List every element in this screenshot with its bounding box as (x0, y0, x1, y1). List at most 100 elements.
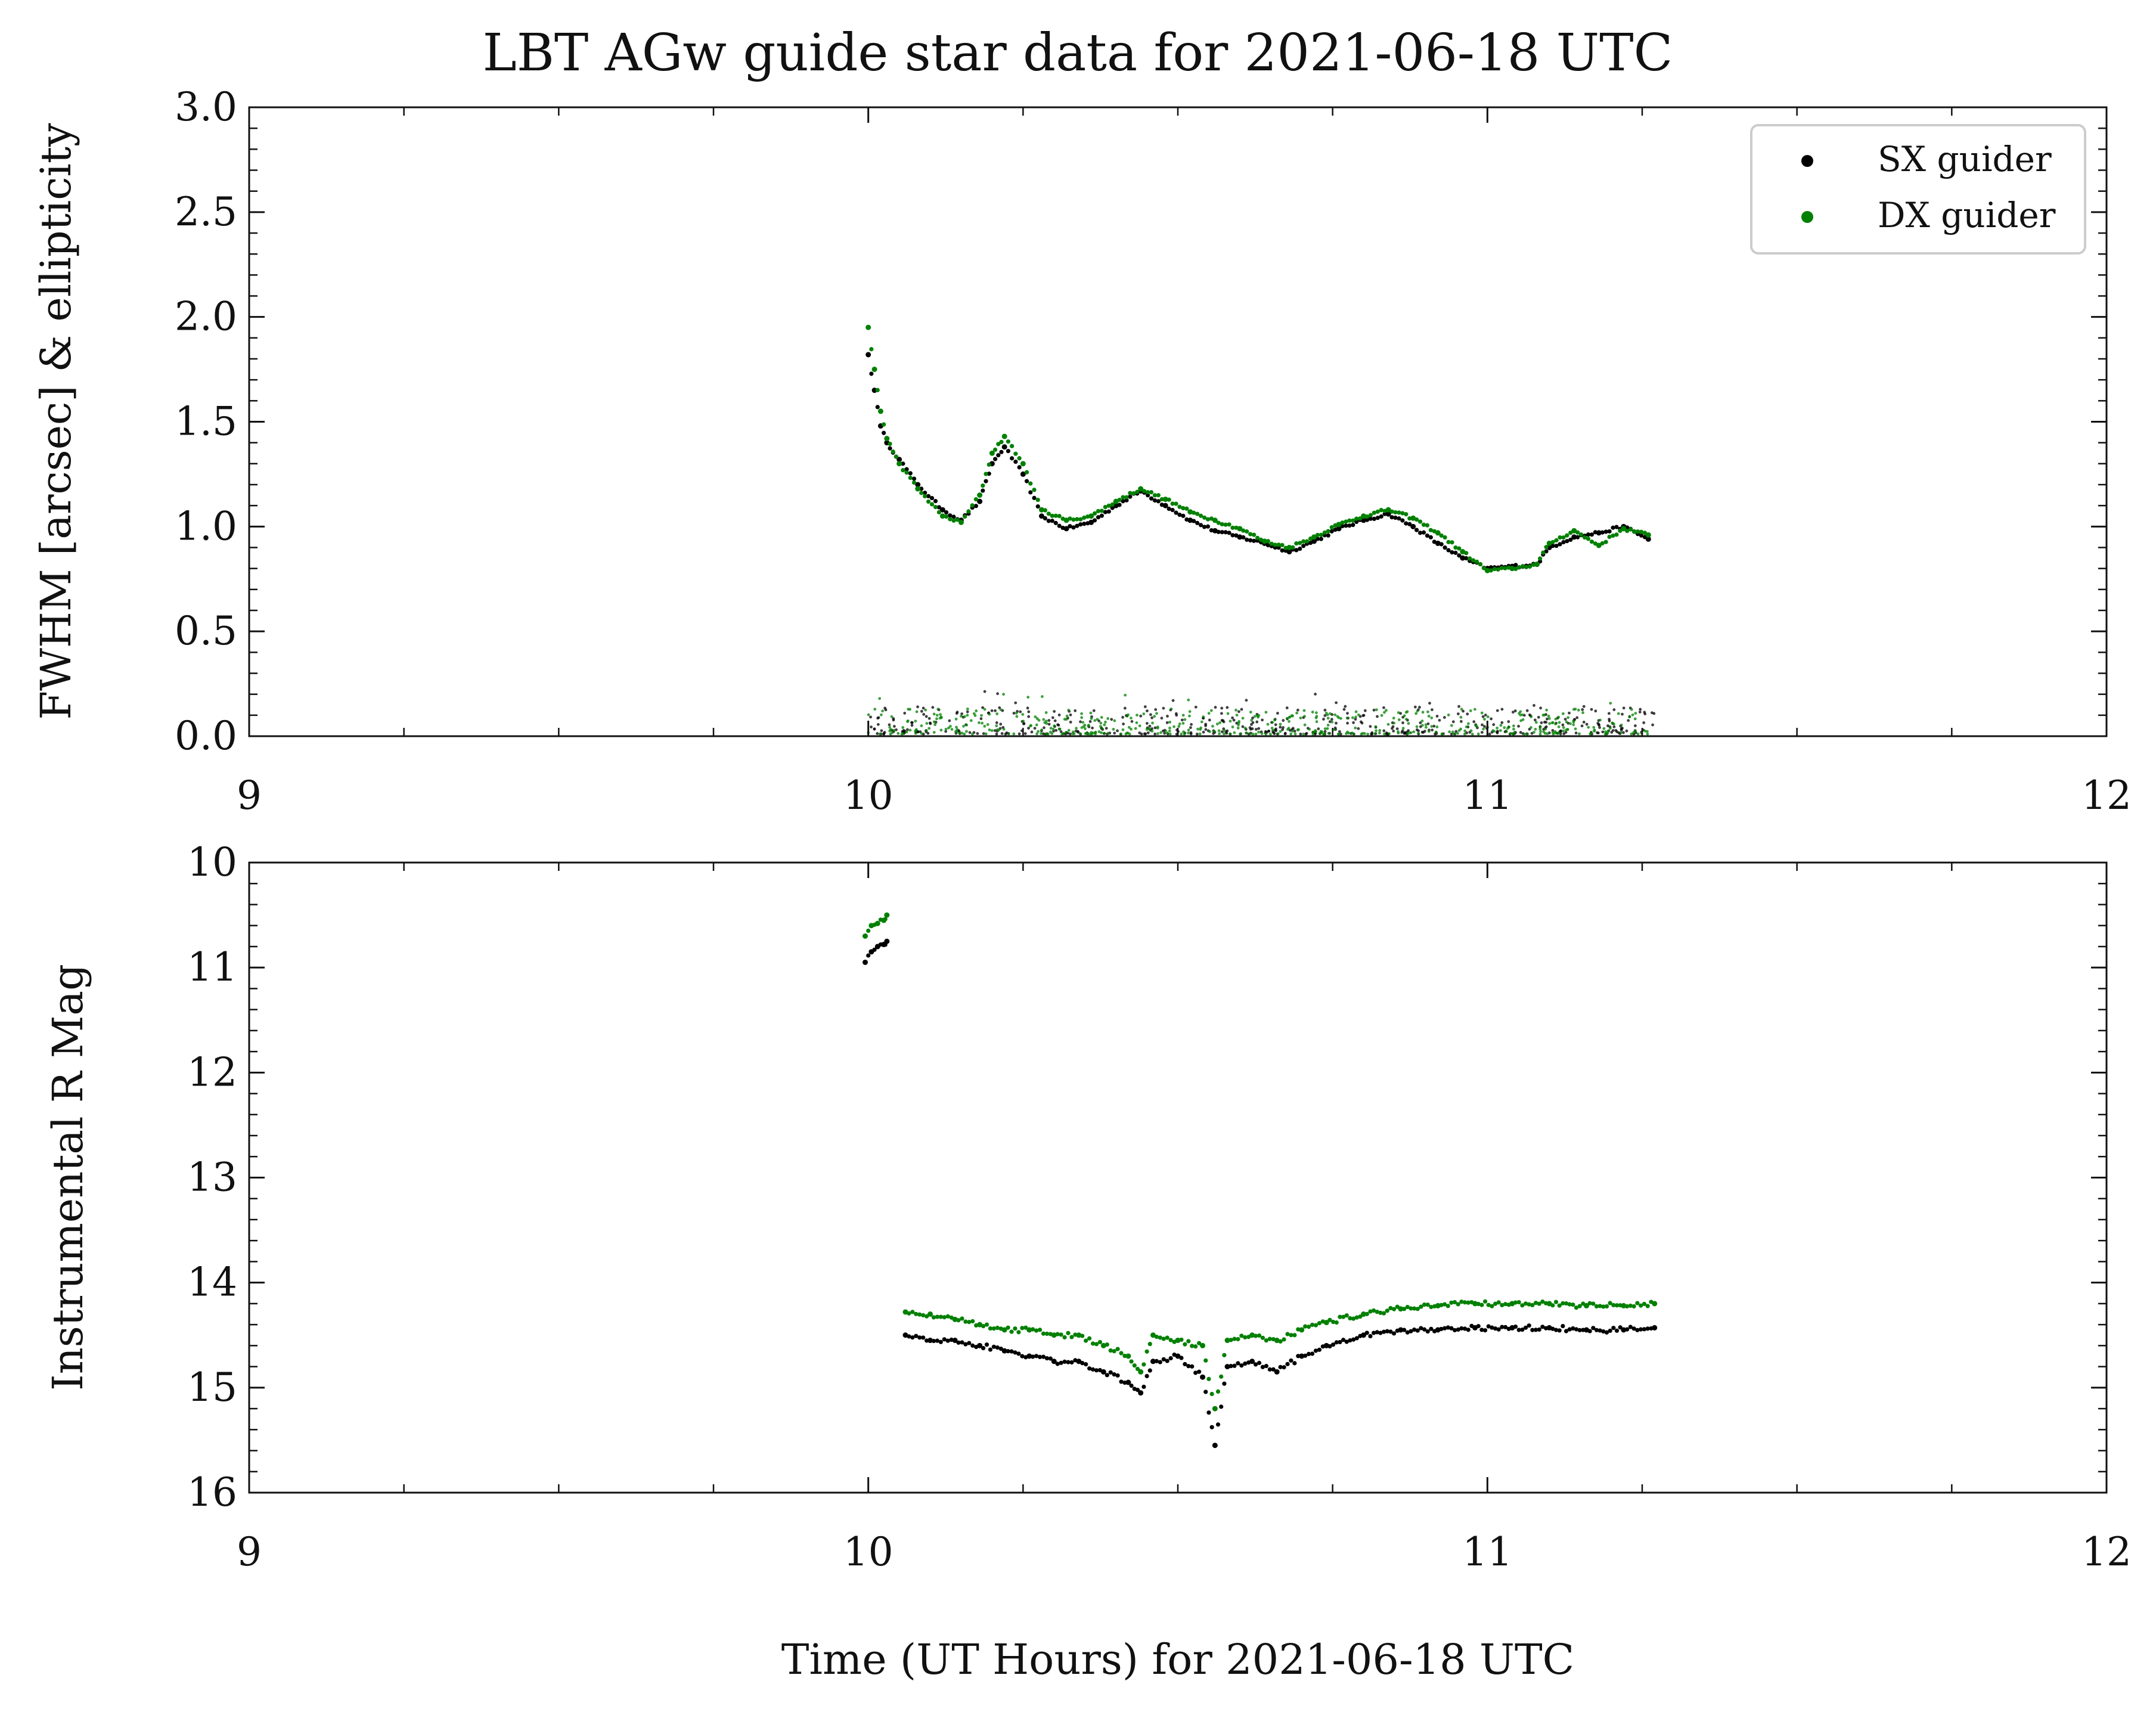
sx-data-point (1050, 519, 1054, 523)
dx-data-point (1156, 493, 1161, 498)
dx-data-point (1333, 523, 1338, 528)
sx-data-point (875, 405, 880, 410)
ellipticity-point (938, 717, 942, 720)
ellipticity-point (1592, 725, 1596, 729)
dx-data-point (884, 912, 890, 918)
dx-data-point (869, 347, 874, 352)
dx-data-point (973, 497, 978, 502)
sx-data-point (1212, 1443, 1218, 1449)
ellipticity-point (1127, 725, 1131, 729)
dx-data-point (878, 917, 883, 922)
sx-data-point (872, 947, 877, 952)
ellipticity-point (908, 708, 911, 711)
sx-data-point (1165, 1359, 1169, 1363)
ellipticity-point (1026, 706, 1029, 710)
dx-data-point (1276, 542, 1281, 547)
ellipticity-point (1451, 720, 1455, 724)
sx-data-point (1540, 1325, 1545, 1329)
y-tick-label: 1.5 (175, 399, 237, 445)
ellipticity-point (1450, 733, 1453, 736)
ellipticity-point (1373, 732, 1377, 736)
dx-data-point (960, 1316, 964, 1321)
dx-data-point (1084, 1338, 1088, 1343)
dx-data-point (1368, 1309, 1373, 1314)
dx-data-point (1533, 1301, 1538, 1305)
ellipticity-point (1291, 730, 1294, 733)
x-axis-label: Time (UT Hours) for 2021-06-18 UTC (781, 1635, 1574, 1684)
dx-data-point (871, 367, 877, 373)
dx-data-point (1571, 1302, 1575, 1307)
ellipticity-point (1243, 727, 1247, 730)
ellipticity-point (1189, 726, 1192, 730)
sx-data-point (910, 1335, 915, 1340)
sx-data-point (1128, 494, 1133, 499)
sx-data-point (914, 1333, 919, 1338)
ellipticity-point (1208, 730, 1211, 733)
ellipticity-point (1538, 727, 1542, 731)
ellipticity-point (1103, 723, 1106, 727)
dx-data-point (1449, 1300, 1454, 1305)
ellipticity-point (1447, 713, 1450, 717)
sx-data-point (1574, 1327, 1579, 1332)
ellipticity-point (1296, 728, 1300, 731)
sx-data-point (1445, 1325, 1450, 1330)
y-tick-label: 2.0 (175, 294, 237, 340)
sx-data-point (1051, 1359, 1057, 1364)
dx-data-point (1055, 1332, 1060, 1336)
dx-data-point (1051, 1332, 1057, 1338)
sx-data-point (1558, 542, 1562, 547)
ellipticity-point (1231, 716, 1234, 719)
ellipticity-point (1354, 718, 1357, 721)
dx-data-point (1428, 528, 1433, 532)
dx-data-point (1145, 490, 1150, 495)
ellipticity-point (1204, 722, 1208, 726)
ellipticity-point (1472, 720, 1476, 724)
sx-data-point (1060, 525, 1065, 531)
sx-data-point (974, 1345, 979, 1350)
dx-data-point (1445, 1304, 1450, 1308)
dx-data-point (1492, 566, 1497, 572)
ellipticity-point (1564, 731, 1568, 734)
ellipticity-point (1225, 731, 1229, 735)
ellipticity-point (1099, 725, 1102, 728)
ellipticity-point (1236, 726, 1240, 730)
ellipticity-point (1369, 725, 1372, 728)
dx-data-point (1310, 1322, 1315, 1328)
ellipticity-point (883, 731, 886, 734)
ellipticity-point (1272, 731, 1275, 734)
dx-data-point (1600, 541, 1605, 546)
sx-data-point (1439, 542, 1444, 547)
ellipticity-point (1488, 733, 1491, 736)
dx-data-point (1378, 1310, 1383, 1315)
ellipticity-point (996, 692, 999, 696)
ellipticity-point (1557, 725, 1561, 728)
ellipticity-point (1330, 720, 1334, 724)
ellipticity-point (1065, 731, 1068, 734)
dx-data-point (1521, 564, 1525, 569)
sx-data-point (1338, 1339, 1342, 1345)
ellipticity-point (1326, 724, 1330, 727)
ellipticity-point (1313, 732, 1317, 736)
sx-data-point (1442, 1326, 1447, 1330)
dx-data-point (1161, 1336, 1166, 1341)
dx-data-point (1506, 1302, 1511, 1307)
dx-data-point (1068, 516, 1072, 521)
dx-data-point (1141, 1362, 1146, 1367)
ellipticity-point (1417, 731, 1420, 735)
ellipticity-point (966, 714, 969, 717)
dx-data-point (1113, 498, 1119, 504)
sx-data-point (1469, 1323, 1474, 1328)
ellipticity-point (922, 713, 926, 716)
ellipticity-point (1183, 718, 1187, 721)
sx-data-point (1604, 1330, 1609, 1335)
ellipticity-point (1156, 732, 1159, 736)
legend-box (1750, 124, 2086, 255)
dx-data-point (1506, 565, 1511, 570)
ellipticity-point (1636, 732, 1640, 736)
ellipticity-point (893, 725, 896, 728)
ellipticity-point (1473, 708, 1476, 711)
sx-data-point (1209, 528, 1214, 533)
ellipticity-point (1254, 733, 1258, 736)
dx-data-point (1227, 522, 1231, 527)
dx-data-point (1193, 1344, 1198, 1349)
